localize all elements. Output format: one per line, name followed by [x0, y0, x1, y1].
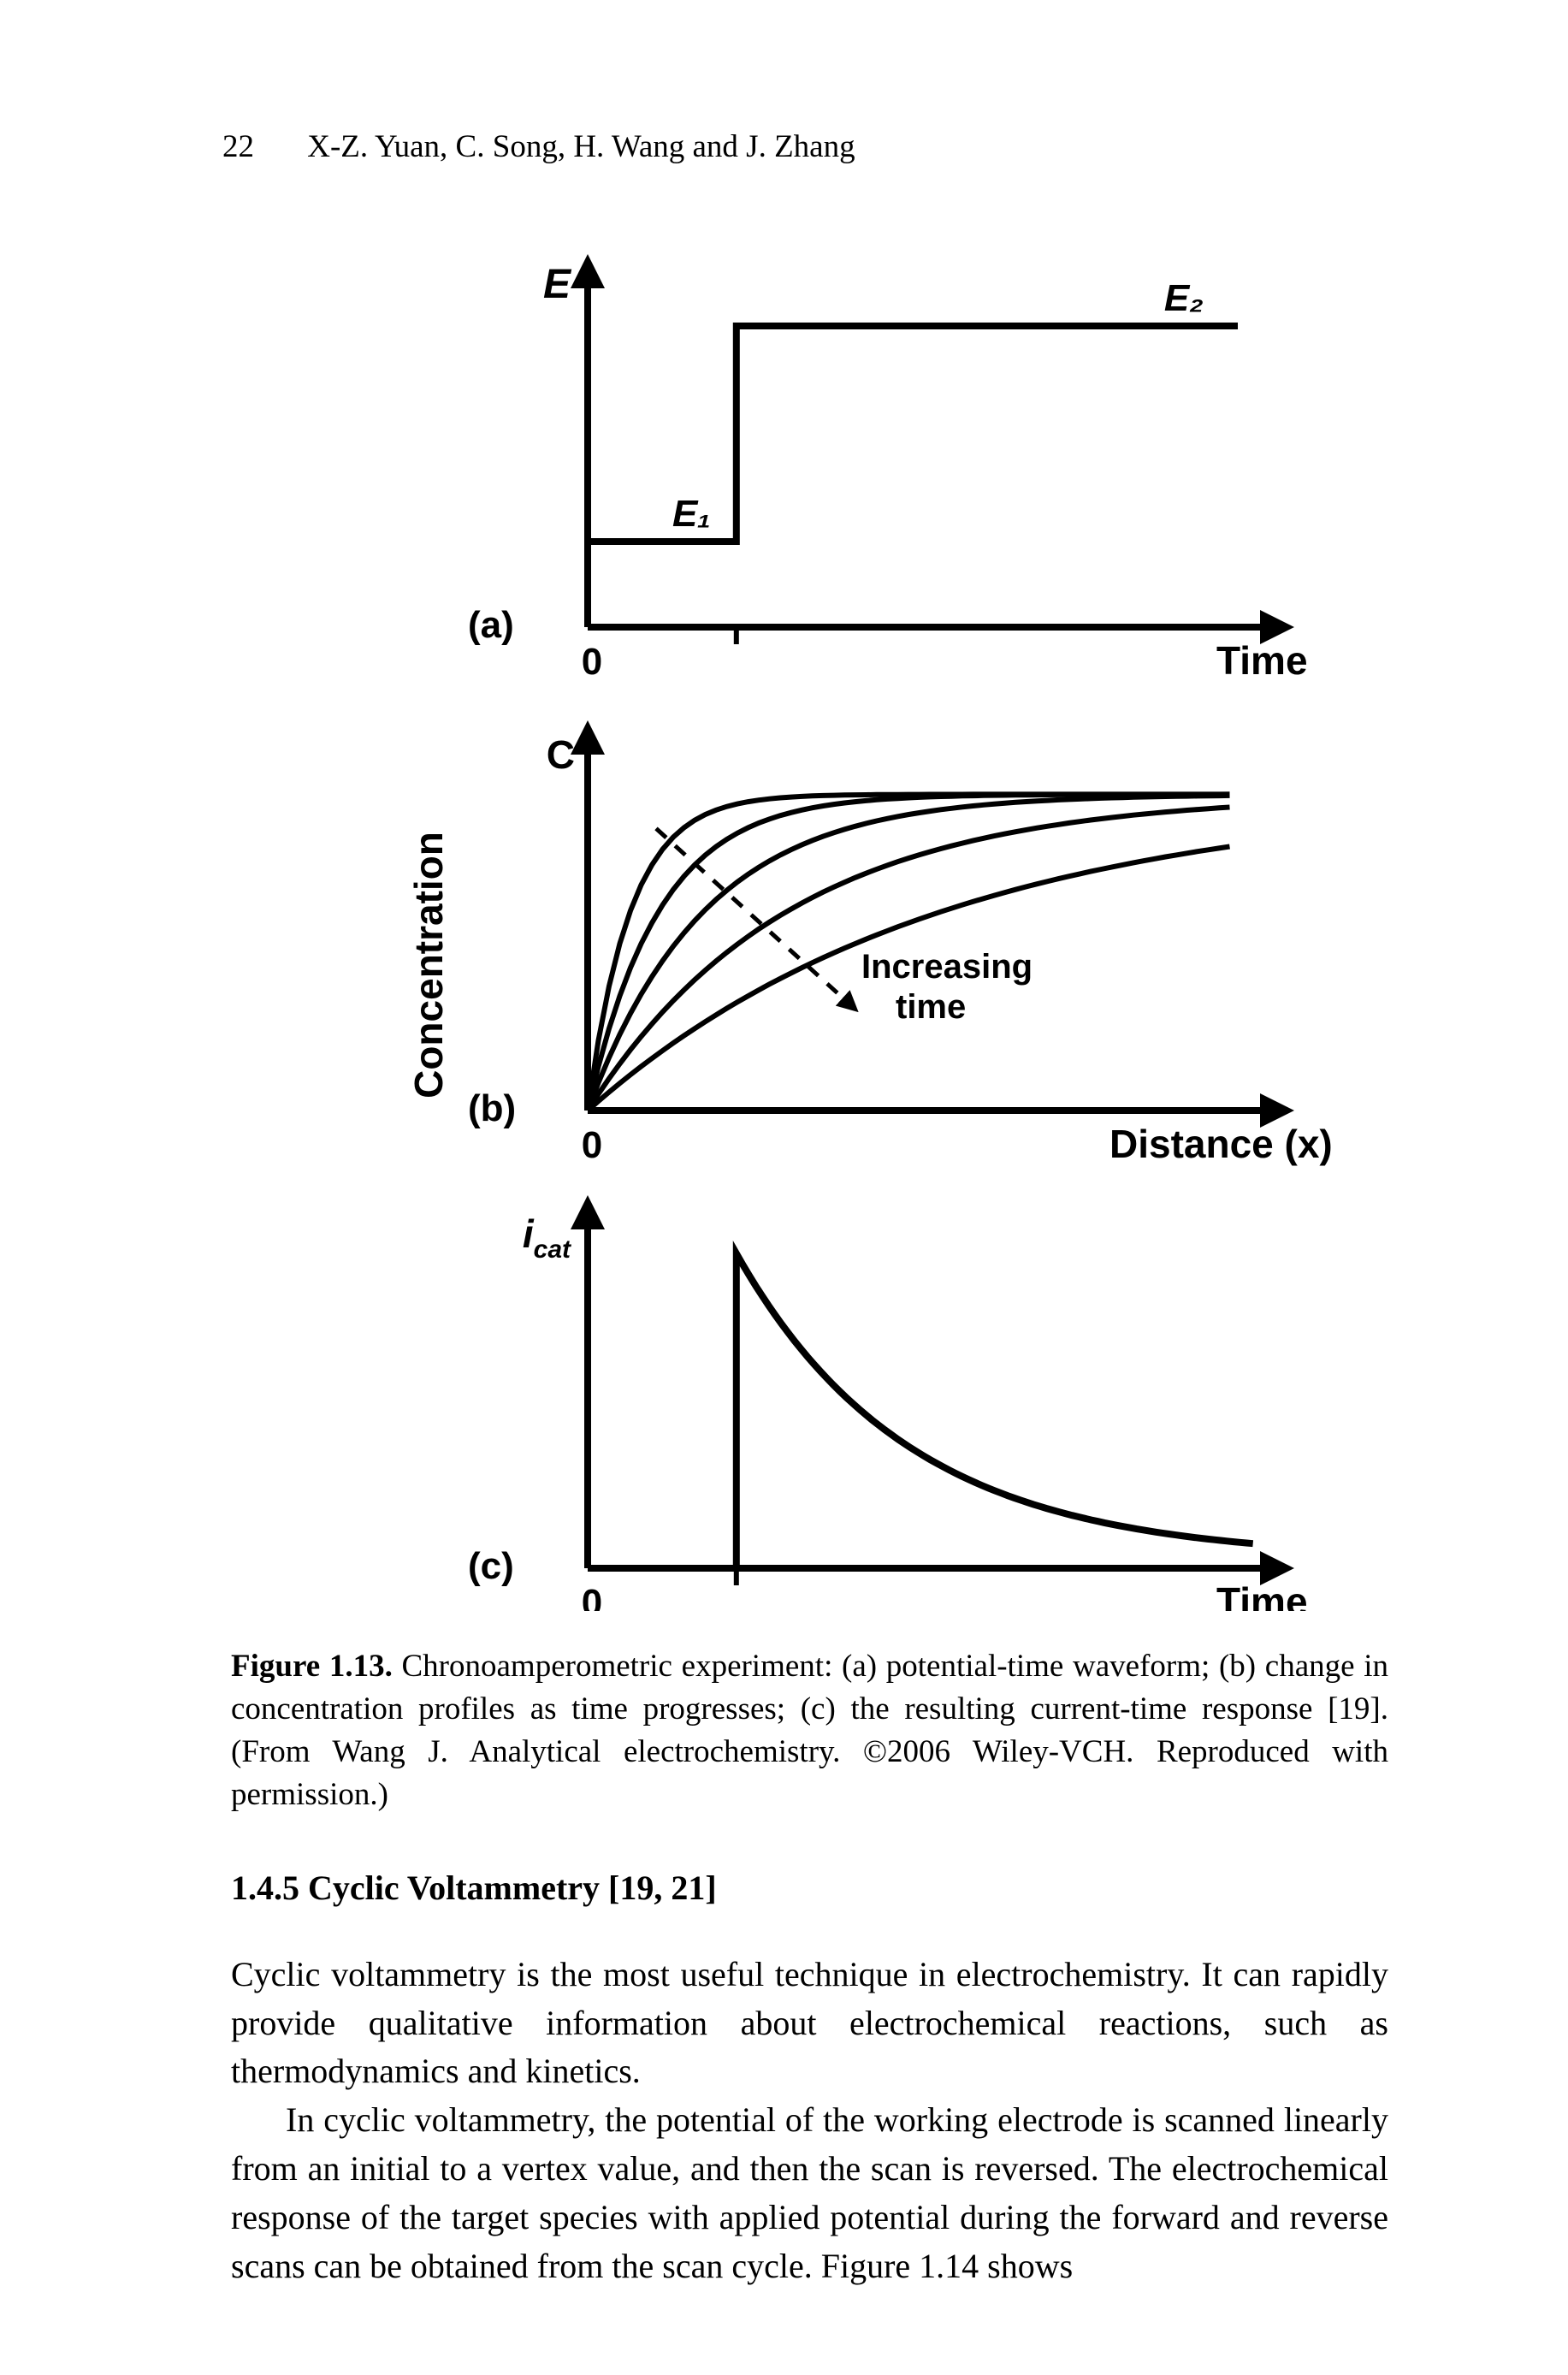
svg-text:time: time	[896, 988, 966, 1026]
authors-head: X-Z. Yuan, C. Song, H. Wang and J. Zhang	[307, 129, 855, 164]
svg-text:(c): (c)	[468, 1545, 514, 1587]
figure-caption: Figure 1.13. Chronoamperometric experime…	[231, 1645, 1388, 1816]
svg-text:Concentration: Concentration	[406, 832, 451, 1099]
svg-text:0: 0	[581, 1124, 601, 1166]
svg-text:0: 0	[581, 641, 601, 683]
svg-text:C: C	[546, 732, 574, 777]
section-title: Cyclic Voltammetry [19, 21]	[308, 1869, 717, 1907]
section-heading: 1.4.5 Cyclic Voltammetry [19, 21]	[231, 1868, 1388, 1908]
svg-text:Time: Time	[1216, 1579, 1308, 1611]
svg-text:icat: icat	[522, 1211, 571, 1264]
svg-text:Time: Time	[1216, 638, 1308, 683]
svg-text:E₁: E₁	[672, 493, 710, 535]
body-text: Cyclic voltammetry is the most useful te…	[231, 1951, 1388, 2291]
paragraph-1: Cyclic voltammetry is the most useful te…	[231, 1951, 1388, 2096]
svg-text:(a): (a)	[468, 604, 514, 646]
figure-1-13: (a) E Time 0 E₁ E₂ (b) Concentration C Distance (…	[280, 225, 1340, 1611]
section-number: 1.4.5	[231, 1869, 299, 1907]
caption-text: Chronoamperometric experiment: (a) poten…	[231, 1649, 1388, 1812]
svg-text:E₂: E₂	[1163, 277, 1203, 319]
svg-text:(b): (b)	[468, 1087, 516, 1129]
caption-label: Figure 1.13.	[231, 1649, 393, 1684]
page: 22 X-Z. Yuan, C. Song, H. Wang and J. Zh…	[0, 0, 1568, 2375]
page-number: 22	[222, 128, 299, 165]
running-head: 22 X-Z. Yuan, C. Song, H. Wang and J. Zh…	[222, 128, 1397, 165]
svg-text:Distance (x): Distance (x)	[1109, 1122, 1333, 1166]
figure-svg: (a) E Time 0 E₁ E₂ (b) Concentration C Distance (…	[280, 225, 1340, 1611]
svg-text:0: 0	[581, 1582, 601, 1611]
paragraph-2: In cyclic voltammetry, the potential of …	[231, 2096, 1388, 2290]
svg-text:E: E	[542, 262, 571, 307]
svg-text:Increasing: Increasing	[861, 948, 1033, 986]
